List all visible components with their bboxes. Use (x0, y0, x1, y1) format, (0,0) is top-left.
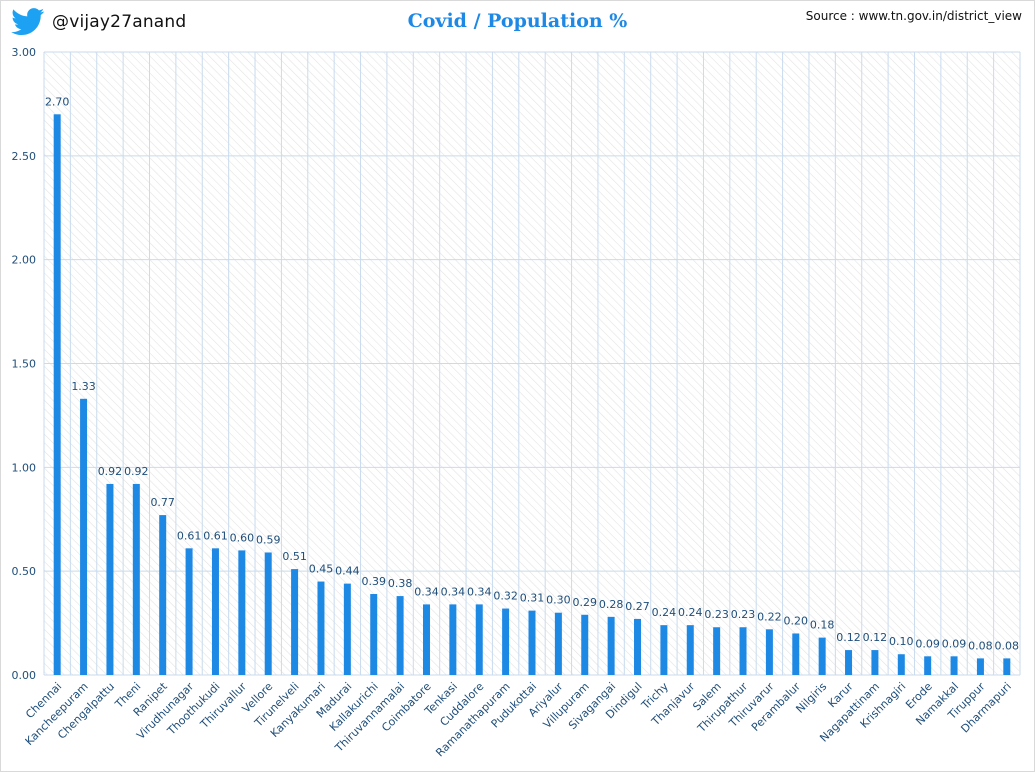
value-label: 0.22 (757, 610, 782, 623)
bar (528, 610, 536, 675)
value-label: 0.23 (704, 608, 729, 621)
grid-lines (43, 51, 1021, 676)
bar (739, 627, 747, 675)
bar (475, 604, 483, 675)
bar (713, 627, 721, 675)
value-label: 0.09 (942, 637, 967, 650)
value-label: 0.08 (968, 639, 993, 652)
bar (343, 583, 351, 675)
value-label: 0.39 (361, 575, 386, 588)
value-label: 0.59 (256, 533, 281, 546)
bars (53, 114, 1011, 676)
x-axis-labels: ChennaiKancheepuramChengalpattuTheniRani… (23, 679, 1014, 759)
bar (370, 594, 378, 675)
value-label: 0.38 (388, 577, 413, 590)
value-label: 0.77 (150, 496, 175, 509)
source-note: Source : www.tn.gov.in/district_view (805, 9, 1022, 23)
y-axis-ticks: 0.00 0.50 1.00 1.50 2.00 2.50 3.00 (12, 46, 37, 682)
value-label: 0.28 (599, 598, 624, 611)
y-tick-label: 1.50 (12, 358, 37, 371)
value-label: 0.34 (441, 585, 466, 598)
value-label: 0.45 (309, 563, 334, 576)
bar (317, 581, 325, 675)
bar (976, 658, 984, 675)
value-label: 0.08 (995, 639, 1020, 652)
twitter-handle-text: @vijay27anand (52, 12, 187, 32)
bar (897, 654, 905, 675)
value-label: 0.09 (915, 637, 940, 650)
value-label: 2.70 (45, 95, 70, 108)
value-label: 0.32 (493, 590, 518, 603)
bar (581, 614, 589, 675)
value-label: 0.34 (467, 585, 492, 598)
y-tick-label: 0.50 (12, 565, 37, 578)
y-tick-label: 2.00 (12, 254, 37, 267)
value-label: 0.51 (282, 550, 307, 563)
value-label: 0.27 (625, 600, 650, 613)
value-label: 0.60 (230, 531, 255, 544)
bar (607, 616, 615, 675)
bar (502, 608, 510, 675)
bar (422, 604, 430, 675)
y-tick-label: 2.50 (12, 150, 37, 163)
bar (211, 548, 219, 675)
y-tick-label: 0.00 (12, 669, 37, 682)
bar (634, 618, 642, 675)
bar (132, 483, 140, 675)
bar (1003, 658, 1011, 675)
bar (264, 552, 272, 675)
bar (792, 633, 800, 675)
value-label: 0.20 (784, 614, 809, 627)
bar (449, 604, 457, 675)
value-label: 0.18 (810, 619, 835, 632)
y-tick-label: 3.00 (12, 46, 37, 59)
bar (765, 629, 773, 675)
bar (53, 114, 61, 676)
value-label: 0.29 (573, 596, 598, 609)
bar (818, 637, 826, 675)
bar (159, 515, 167, 675)
value-label: 0.24 (652, 606, 677, 619)
value-label: 0.23 (731, 608, 756, 621)
value-label: 0.12 (836, 631, 861, 644)
bar (871, 650, 879, 675)
bar (924, 656, 932, 675)
value-label: 0.44 (335, 565, 360, 578)
bar (106, 483, 114, 675)
bar (660, 625, 668, 675)
value-label: 1.33 (71, 380, 96, 393)
twitter-bird-icon (11, 8, 45, 36)
bar (554, 612, 562, 675)
value-label: 0.61 (203, 529, 228, 542)
bar (291, 569, 299, 675)
bar (80, 398, 88, 675)
value-label: 0.12 (863, 631, 888, 644)
value-label: 0.34 (414, 585, 439, 598)
bar (845, 650, 853, 675)
value-labels: 2.701.330.92 0.920.770.61 0.61 0.60 0.590.51… (45, 95, 1019, 652)
bar (185, 548, 193, 675)
value-label: 0.31 (520, 592, 545, 605)
bar (238, 550, 246, 675)
value-label: 0.92 (124, 465, 149, 478)
value-label: 0.24 (678, 606, 703, 619)
twitter-handle: @vijay27anand (10, 8, 186, 36)
value-label: 0.30 (546, 594, 571, 607)
bar (396, 596, 404, 675)
bar (686, 625, 694, 675)
value-label: 0.61 (177, 529, 202, 542)
bar (950, 656, 958, 675)
y-tick-label: 1.00 (12, 461, 37, 474)
chart-title: Covid / Population % (407, 10, 628, 32)
value-label: 0.10 (889, 635, 914, 648)
value-label: 0.92 (98, 465, 123, 478)
